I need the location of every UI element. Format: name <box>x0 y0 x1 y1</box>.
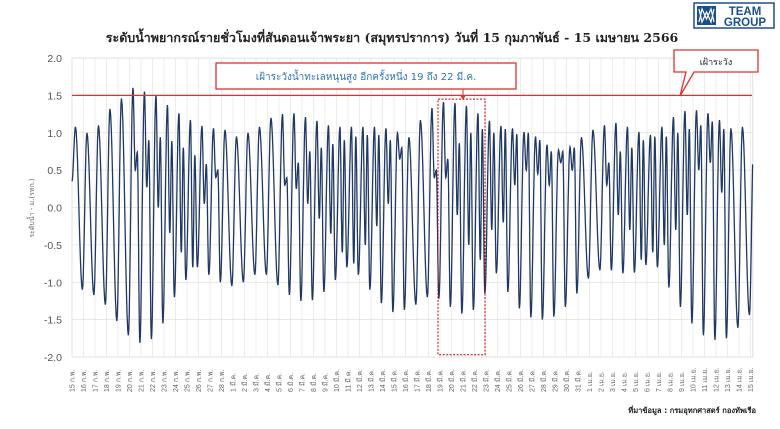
y-tick-label: 0.0 <box>47 203 62 215</box>
x-tick-label: 28 ก.พ. <box>219 369 226 392</box>
x-tick-label: 23 มี.ค. <box>483 369 491 392</box>
x-tick-label: 19 มี.ค. <box>437 369 445 392</box>
x-tick-label: 14 มี.ค. <box>379 369 387 392</box>
y-axis-ticks: 2.0 1.5 1.0 0.5 0.0 -0.5 -1.0 -1.5 -2.0 <box>44 53 62 364</box>
x-tick-label: 7 มี.ค. <box>299 373 307 392</box>
x-tick-label: 1 มี.ค. <box>230 373 238 392</box>
chart-title: ระดับน้ำพยากรณ์รายชั่วโมงที่สันดอนเจ้าพร… <box>106 28 679 46</box>
logo-mark-icon <box>697 6 716 25</box>
x-tick-label: 11 เม.ย. <box>702 368 709 392</box>
watch-level-callout-box <box>673 49 759 97</box>
x-tick-label: 2 มี.ค. <box>241 373 249 392</box>
x-tick-label: 12 เม.ย. <box>714 367 721 392</box>
x-tick-label: 22 ก.พ. <box>150 369 157 392</box>
x-axis-ticks: 15 ก.พ. 16 ก.พ. 17 ก.พ. 18 ก.พ. 19 ก.พ. 20 ก.… <box>70 367 756 392</box>
x-tick-label: 5 เม.ย. <box>633 371 640 392</box>
x-tick-label: 18 ก.พ. <box>104 369 111 392</box>
x-tick-label: 1 เม.ย. <box>587 371 594 392</box>
x-tick-label: 30 มี.ค. <box>563 369 571 392</box>
x-tick-label: 4 มี.ค. <box>264 373 272 392</box>
x-tick-label: 27 ก.พ. <box>208 369 215 392</box>
watch-level-callout: เฝ้าระวัง <box>673 49 759 97</box>
x-tick-label: 5 มี.ค. <box>276 373 284 392</box>
x-tick-label: 26 ก.พ. <box>196 369 203 392</box>
logo-text-team: TEAM <box>729 6 762 18</box>
y-tick-label: -1.5 <box>44 315 62 327</box>
x-tick-label: 2 เม.ย. <box>599 371 606 392</box>
x-tick-label: 15 เม.ย. <box>748 367 755 392</box>
x-tick-label: 3 มี.ค. <box>253 373 261 392</box>
y-tick-label: -0.5 <box>44 240 62 252</box>
x-tick-label: 8 เม.ย. <box>668 371 675 392</box>
y-tick-label: 0.5 <box>47 165 62 177</box>
x-tick-label: 21 ก.พ. <box>139 369 146 392</box>
x-tick-label: 6 มี.ค. <box>287 373 295 392</box>
logo-pattern-icon <box>698 7 715 24</box>
x-tick-label: 9 มี.ค. <box>322 373 330 392</box>
y-tick-label: 2.0 <box>47 53 62 65</box>
x-tick-label: 22 มี.ค. <box>471 369 479 392</box>
x-tick-label: 17 มี.ค. <box>414 369 422 392</box>
y-axis-label: ระดับน้ำ - ม.(รทก.) <box>25 178 36 238</box>
tide-level-line <box>71 87 754 343</box>
x-tick-label: 18 มี.ค. <box>425 369 433 392</box>
x-tick-label: 29 มี.ค. <box>552 369 560 392</box>
x-tick-label: 23 ก.พ. <box>162 369 169 392</box>
y-tick-label: -2.0 <box>44 352 62 364</box>
x-tick-label: 13 เม.ย. <box>725 367 732 392</box>
logo-text-group: GROUP <box>724 17 767 29</box>
x-tick-label: 8 มี.ค. <box>310 373 318 392</box>
arrow-head-icon <box>460 96 466 100</box>
x-tick-label: 12 มี.ค. <box>356 369 364 392</box>
x-tick-label: 24 ก.พ. <box>173 369 180 392</box>
x-tick-label: 19 ก.พ. <box>116 369 123 392</box>
x-tick-label: 24 มี.ค. <box>494 369 502 392</box>
x-tick-label: 3 เม.ย. <box>610 371 617 392</box>
source-note: ที่มาข้อมูล : กรมอุทกศาสตร์ กองทัพเรือ <box>628 404 756 416</box>
watch-period-box <box>437 98 486 356</box>
watch-period-callout: เฝ้าระวังน้ำทะเลหนุนสูง อีกครั้งหนึ่ง 19… <box>215 62 517 100</box>
x-tick-label: 11 มี.ค. <box>345 370 353 392</box>
x-tick-label: 26 มี.ค. <box>517 369 525 392</box>
watch-period-label: เฝ้าระวังน้ำทะเลหนุนสูง อีกครั้งหนึ่ง 19… <box>256 69 477 83</box>
x-tick-label: 7 เม.ย. <box>656 371 663 392</box>
x-tick-label: 20 มี.ค. <box>448 369 456 392</box>
x-tick-label: 15 มี.ค. <box>391 369 399 392</box>
x-tick-label: 6 เม.ย. <box>645 371 652 392</box>
y-tick-label: 1.0 <box>47 128 62 140</box>
team-group-logo: TEAM GROUP <box>693 2 775 29</box>
x-tick-label: 9 เม.ย. <box>679 371 686 392</box>
x-tick-label: 31 มี.ค. <box>575 369 583 392</box>
y-tick-label: -1.0 <box>44 277 62 289</box>
x-tick-label: 10 มี.ค. <box>333 369 341 392</box>
x-tick-label: 15 ก.พ. <box>70 369 77 392</box>
x-tick-label: 13 มี.ค. <box>368 369 376 392</box>
x-tick-label: 27 มี.ค. <box>529 369 537 392</box>
x-tick-label: 21 มี.ค. <box>460 369 468 392</box>
x-tick-label: 17 ก.พ. <box>93 369 100 392</box>
x-tick-label: 14 เม.ย. <box>737 367 744 392</box>
watch-period-callout-box <box>215 62 517 90</box>
watch-level-label: เฝ้าระวัง <box>700 57 733 68</box>
x-tick-label: 16 ก.พ. <box>81 369 88 392</box>
x-tick-label: 25 มี.ค. <box>506 369 514 392</box>
x-tick-label: 10 เม.ย. <box>691 367 698 392</box>
y-tick-label: 1.5 <box>47 90 62 102</box>
x-tick-label: 28 มี.ค. <box>540 369 548 392</box>
x-tick-label: 4 เม.ย. <box>622 371 629 392</box>
x-tick-label: 25 ก.พ. <box>185 369 192 392</box>
x-tick-label: 16 มี.ค. <box>402 369 410 392</box>
x-tick-label: 20 ก.พ. <box>127 369 134 392</box>
